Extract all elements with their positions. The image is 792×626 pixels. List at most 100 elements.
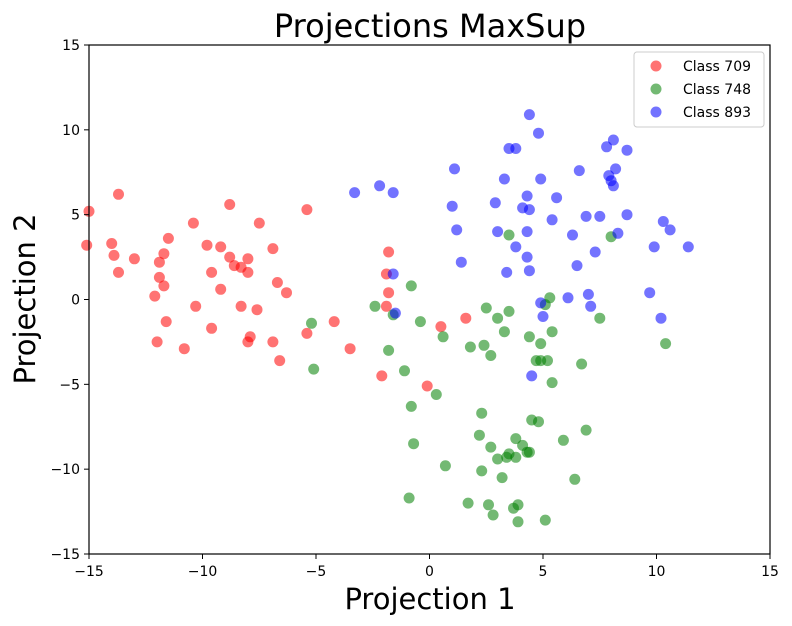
point-class-748-40 bbox=[523, 331, 535, 343]
point-class-709-47 bbox=[380, 300, 392, 312]
point-class-893-21 bbox=[521, 251, 533, 263]
point-class-748-11 bbox=[430, 389, 442, 400]
point-class-748-22 bbox=[485, 441, 497, 453]
point-class-709-3 bbox=[106, 238, 118, 249]
point-class-709-23 bbox=[224, 199, 236, 210]
point-class-709-19 bbox=[206, 266, 218, 278]
point-class-893-22 bbox=[526, 370, 538, 382]
point-class-709-46 bbox=[383, 287, 395, 299]
point-class-748-55 bbox=[576, 358, 588, 370]
point-class-748-19 bbox=[476, 465, 488, 477]
point-class-748-20 bbox=[480, 302, 492, 314]
point-class-748-51 bbox=[546, 326, 558, 338]
point-class-893-30 bbox=[562, 292, 574, 304]
y-tick-label: 5 bbox=[71, 208, 80, 224]
point-class-709-18 bbox=[201, 239, 213, 251]
point-class-748-0 bbox=[306, 317, 317, 329]
chart-title: Projections MaxSup bbox=[274, 7, 586, 45]
x-tick-label: 15 bbox=[761, 564, 779, 580]
point-class-709-44 bbox=[383, 246, 395, 258]
point-class-709-36 bbox=[281, 287, 292, 299]
point-class-893-23 bbox=[523, 265, 535, 277]
point-class-748-37 bbox=[512, 516, 524, 528]
point-class-893-17 bbox=[521, 190, 533, 202]
point-class-893-26 bbox=[535, 297, 547, 309]
point-class-893-15 bbox=[510, 241, 522, 253]
point-class-709-14 bbox=[151, 336, 163, 348]
x-tick-label: 0 bbox=[425, 564, 434, 580]
point-class-709-4 bbox=[108, 249, 120, 261]
y-tick-label: 15 bbox=[62, 38, 80, 54]
point-class-893-48 bbox=[644, 287, 656, 299]
point-class-893-36 bbox=[585, 300, 597, 312]
point-class-893-29 bbox=[546, 214, 558, 226]
point-class-709-11 bbox=[158, 280, 170, 292]
point-class-748-17 bbox=[478, 339, 490, 351]
point-class-748-49 bbox=[542, 355, 553, 367]
point-class-893-49 bbox=[648, 241, 660, 253]
legend-label-class-748: Class 748 bbox=[683, 82, 751, 98]
point-class-709-42 bbox=[344, 343, 356, 355]
y-axis: −15 −10 −5 0 5 10 15 bbox=[50, 38, 89, 563]
point-class-748-50 bbox=[544, 292, 556, 304]
point-class-893-18 bbox=[521, 226, 533, 238]
point-class-709-17 bbox=[190, 300, 202, 312]
point-class-893-7 bbox=[451, 224, 463, 236]
point-class-709-27 bbox=[242, 253, 254, 265]
y-tick-label: −5 bbox=[59, 377, 80, 393]
point-class-709-41 bbox=[328, 316, 340, 328]
point-class-748-26 bbox=[492, 453, 504, 465]
point-class-748-6 bbox=[405, 280, 417, 292]
point-class-893-40 bbox=[607, 134, 619, 146]
y-axis-label: Projection 2 bbox=[8, 213, 42, 384]
point-class-893-53 bbox=[682, 241, 694, 253]
point-class-893-11 bbox=[498, 173, 510, 185]
point-class-748-27 bbox=[496, 472, 508, 484]
point-class-748-59 bbox=[660, 338, 672, 350]
point-class-893-45 bbox=[612, 227, 624, 239]
point-class-893-46 bbox=[621, 144, 633, 156]
point-class-709-15 bbox=[178, 343, 190, 355]
point-class-709-28 bbox=[242, 266, 254, 278]
point-class-709-6 bbox=[128, 253, 140, 265]
point-class-709-50 bbox=[460, 312, 472, 324]
point-class-709-33 bbox=[251, 304, 263, 316]
point-class-709-1 bbox=[81, 239, 93, 251]
point-class-709-38 bbox=[274, 355, 286, 367]
point-class-748-35 bbox=[510, 451, 522, 463]
point-class-748-18 bbox=[476, 407, 488, 419]
point-class-709-34 bbox=[267, 243, 279, 255]
point-class-893-27 bbox=[537, 311, 549, 322]
point-class-709-22 bbox=[206, 322, 218, 334]
point-class-748-7 bbox=[405, 400, 417, 412]
point-class-709-20 bbox=[215, 241, 227, 253]
point-class-748-44 bbox=[533, 416, 544, 428]
point-class-893-9 bbox=[489, 197, 501, 209]
point-class-893-50 bbox=[655, 312, 667, 324]
point-class-893-0 bbox=[349, 187, 361, 199]
point-class-893-28 bbox=[551, 192, 563, 204]
x-tick-label: 5 bbox=[539, 564, 548, 580]
point-class-748-10 bbox=[414, 316, 426, 328]
legend-label-class-709: Class 709 bbox=[683, 59, 751, 75]
point-class-893-34 bbox=[580, 210, 592, 222]
point-class-893-39 bbox=[601, 141, 613, 153]
point-class-709-8 bbox=[153, 271, 165, 283]
point-class-893-47 bbox=[621, 209, 633, 221]
point-class-748-29 bbox=[503, 305, 515, 317]
point-class-893-31 bbox=[567, 229, 578, 241]
point-class-709-31 bbox=[244, 331, 256, 343]
point-class-748-53 bbox=[557, 434, 569, 446]
point-class-893-44 bbox=[607, 180, 619, 192]
point-class-748-13 bbox=[439, 460, 451, 472]
point-class-709-37 bbox=[267, 336, 279, 348]
point-class-709-13 bbox=[160, 316, 172, 328]
point-class-709-40 bbox=[301, 327, 313, 339]
point-class-709-32 bbox=[253, 217, 265, 229]
point-class-748-2 bbox=[369, 300, 381, 312]
point-class-748-31 bbox=[501, 451, 513, 463]
point-class-748-8 bbox=[408, 438, 420, 450]
point-class-748-3 bbox=[383, 344, 395, 356]
legend-marker-class-748 bbox=[650, 83, 662, 95]
point-class-709-49 bbox=[435, 321, 447, 333]
